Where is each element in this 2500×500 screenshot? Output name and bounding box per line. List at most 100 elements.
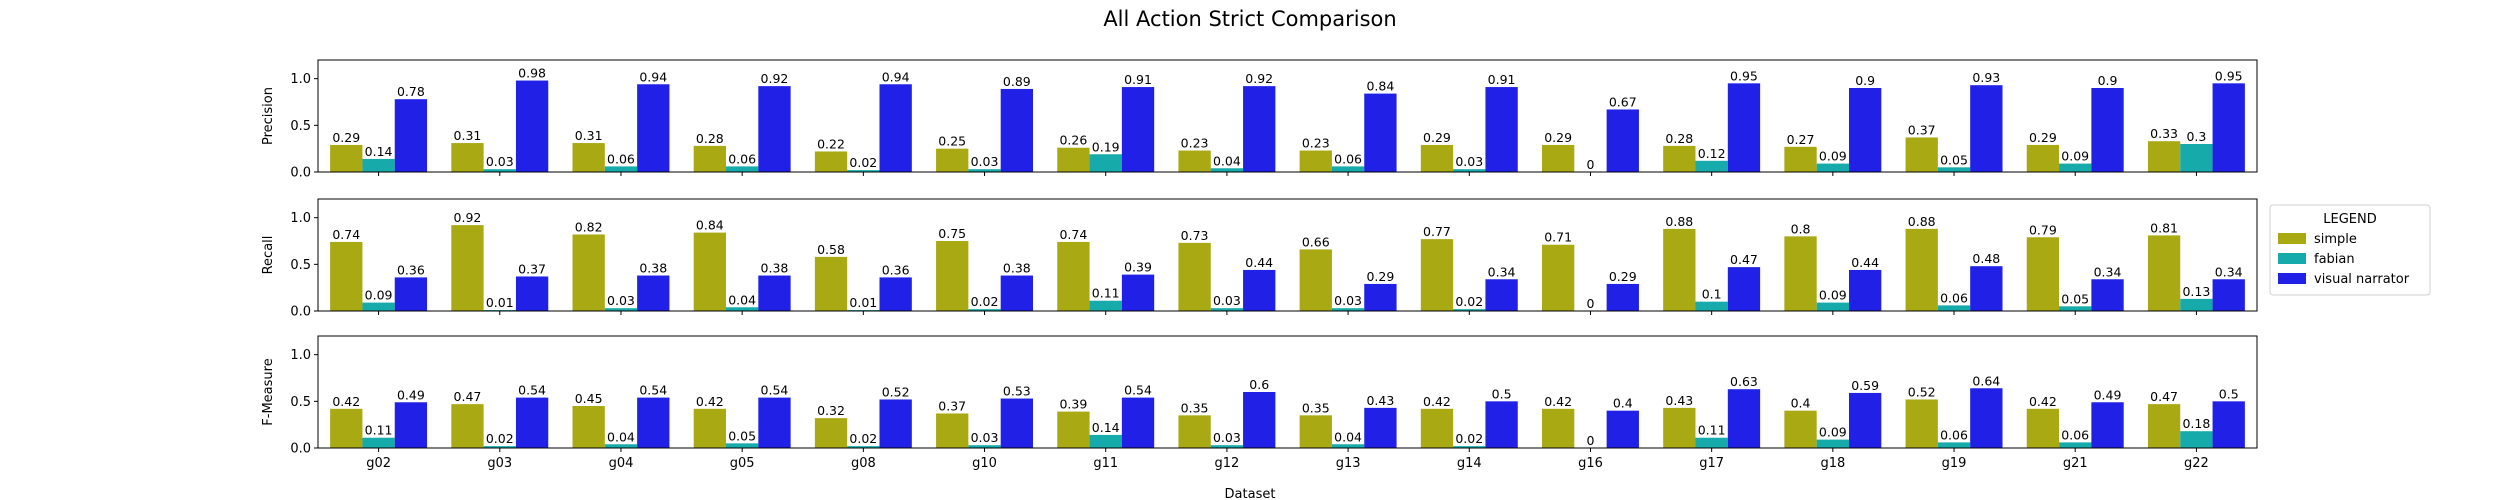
bar-value-label: 0.35 (1302, 400, 1330, 415)
bar-value-label: 0.37 (938, 398, 966, 413)
bar-value-label: 0.18 (2182, 416, 2210, 431)
bar-value-label: 0.05 (2061, 291, 2089, 306)
bar (1089, 154, 1122, 172)
x-tick-label: g12 (1215, 456, 1240, 471)
bar-value-label: 0 (1586, 433, 1594, 448)
bar-value-label: 0.44 (1245, 255, 1273, 270)
bar-value-label: 0.54 (518, 383, 546, 398)
bar (1816, 439, 1850, 448)
bar-value-label: 0.4 (1613, 396, 1633, 411)
bar-value-label: 0.91 (1488, 72, 1516, 87)
bar (2026, 144, 2060, 172)
bar-value-label: 0.34 (1488, 264, 1516, 279)
bar-value-label: 0.45 (575, 391, 603, 406)
bar (968, 309, 1001, 311)
bar-value-label: 0.63 (1730, 374, 1758, 389)
bar-value-label: 0.12 (1698, 146, 1726, 161)
bar (362, 158, 395, 172)
axes-frame (317, 335, 2258, 449)
bar-value-label: 0.06 (1334, 151, 1362, 166)
bar (879, 84, 912, 172)
bar-value-label: 0.02 (971, 294, 999, 309)
bar-value-label: 0.37 (1908, 122, 1936, 137)
subplot-recall: 0.74 0.09 0.36 0.92 0.01 0.37 0.82 0.03 0.38 0.84… (261, 198, 2258, 320)
bar-value-label: 0.4 (1791, 396, 1811, 411)
bar-value-label: 0.1 (1702, 287, 1722, 302)
bar-value-label: 0.94 (639, 69, 667, 84)
bar-value-label: 0.42 (696, 394, 724, 409)
bar (1178, 150, 1211, 172)
bar (1849, 88, 1882, 172)
bar (2212, 401, 2245, 448)
bar (1727, 267, 1761, 311)
bar (758, 397, 791, 448)
bar-value-label: 0.06 (607, 151, 635, 166)
y-tick-label: 0.5 (290, 395, 311, 410)
x-tick-label: g02 (366, 456, 391, 471)
bar (693, 408, 726, 448)
bar (1057, 147, 1090, 172)
bar (637, 275, 670, 311)
bar-value-label: 0.48 (1972, 251, 2000, 266)
y-tick-label: 0.0 (290, 442, 311, 457)
bar (1970, 388, 2003, 448)
legend-swatch (2278, 253, 2306, 264)
bar (2091, 88, 2124, 172)
legend-title: LEGEND (2323, 212, 2376, 227)
bar-value-label: 0.02 (486, 431, 514, 446)
bar (2147, 235, 2181, 311)
bar (1178, 242, 1211, 311)
bar (1970, 266, 2003, 311)
bar-value-label: 0.36 (882, 262, 910, 277)
subplot-precision: 0.29 0.14 0.78 0.31 0.03 0.98 0.31 0.06 0.94 0.28… (261, 59, 2258, 181)
bar-value-label: 0.29 (1423, 130, 1451, 145)
bar-value-label: 0 (1586, 157, 1594, 172)
bar (1210, 168, 1244, 172)
bar (515, 397, 549, 448)
x-tick-label: g04 (609, 456, 634, 471)
bar (1299, 415, 1332, 448)
bar-value-label: 0.03 (1213, 293, 1241, 308)
bar (2026, 408, 2060, 448)
bar-value-label: 0.84 (1366, 79, 1394, 94)
bar-value-label: 0.92 (761, 71, 789, 86)
bar-value-label: 0.29 (1609, 269, 1637, 284)
x-tick-label: g22 (2184, 456, 2209, 471)
bar-value-label: 0.66 (1302, 234, 1330, 249)
bar-value-label: 0.95 (2215, 68, 2243, 83)
bar (1905, 137, 1938, 172)
bar-value-label: 0.28 (696, 131, 724, 146)
bar-value-label: 0.32 (817, 403, 845, 418)
bar (1057, 241, 1090, 311)
bar (1816, 163, 1850, 172)
x-tick-label: g10 (972, 456, 997, 471)
bar (451, 143, 484, 172)
bar-value-label: 0.31 (575, 128, 603, 143)
bar (725, 443, 759, 448)
bar-value-label: 0.88 (1908, 214, 1936, 229)
bar (2091, 279, 2124, 311)
bar-value-label: 0.29 (2029, 130, 2057, 145)
bar (1364, 283, 1397, 311)
bar-value-label: 0.38 (1003, 261, 1031, 276)
bar (968, 445, 1001, 448)
bar (1663, 145, 1696, 172)
axes-frame (317, 59, 2258, 173)
bar-value-label: 0.59 (1851, 378, 1879, 393)
x-tick-label: g19 (1942, 456, 1967, 471)
bar (1364, 407, 1397, 448)
bar-value-label: 0.95 (1730, 68, 1758, 83)
bar-value-label: 0.74 (1059, 227, 1087, 242)
bar-value-label: 0.54 (1124, 383, 1152, 398)
bar-value-label: 0.37 (518, 261, 546, 276)
bar-value-label: 0.43 (1366, 393, 1394, 408)
bar (2059, 306, 2092, 311)
bar-value-label: 0.75 (938, 226, 966, 241)
bar-value-label: 0.6 (1249, 377, 1269, 392)
x-tick-label: g14 (1457, 456, 1482, 471)
bar-value-label: 0.78 (397, 84, 425, 99)
bar-value-label: 0.38 (639, 261, 667, 276)
bar (936, 148, 969, 172)
bar (394, 402, 428, 448)
bar-value-label: 0.82 (575, 219, 603, 234)
